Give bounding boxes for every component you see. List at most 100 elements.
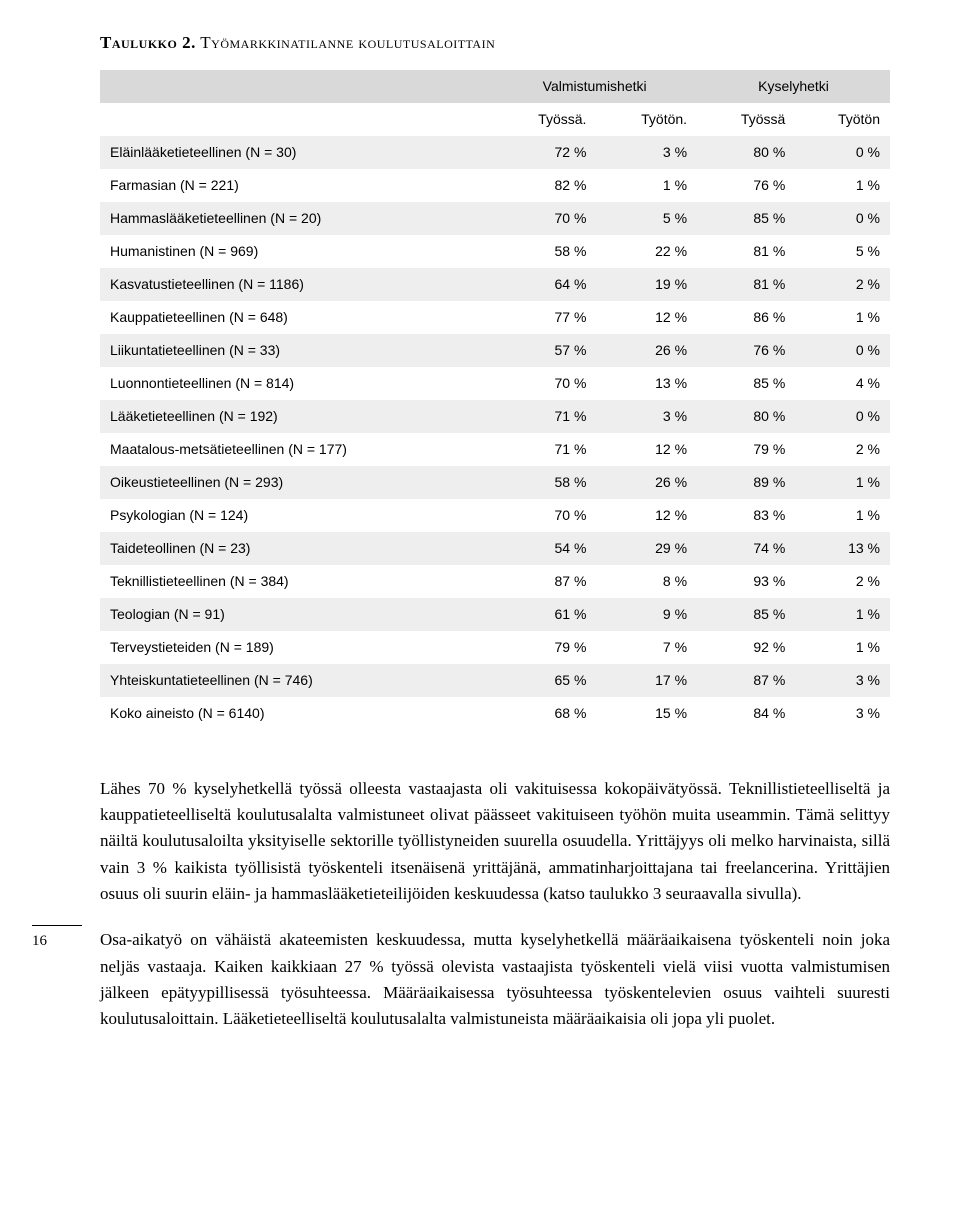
- row-cell: 1 %: [795, 301, 890, 334]
- row-cell: 76 %: [697, 169, 795, 202]
- table-row: Maatalous-metsätieteellinen (N = 177)71 …: [100, 433, 890, 466]
- row-cell: 92 %: [697, 631, 795, 664]
- row-cell: 4 %: [795, 367, 890, 400]
- row-label: Humanistinen (N = 969): [100, 235, 492, 268]
- row-cell: 81 %: [697, 235, 795, 268]
- row-label: Oikeustieteellinen (N = 293): [100, 466, 492, 499]
- header-group-1: Valmistumishetki: [492, 70, 697, 103]
- paragraph-1: Lähes 70 % kyselyhetkellä työssä olleest…: [100, 776, 890, 908]
- table-row: Terveystieteiden (N = 189)79 %7 %92 %1 %: [100, 631, 890, 664]
- row-cell: 0 %: [795, 202, 890, 235]
- row-cell: 86 %: [697, 301, 795, 334]
- caption-text: Työmarkkinatilanne koulutusaloittain: [196, 33, 495, 52]
- row-cell: 9 %: [596, 598, 697, 631]
- table-row: Oikeustieteellinen (N = 293)58 %26 %89 %…: [100, 466, 890, 499]
- row-label: Koko aineisto (N = 6140): [100, 697, 492, 730]
- table-row: Kauppatieteellinen (N = 648)77 %12 %86 %…: [100, 301, 890, 334]
- body-text: Lähes 70 % kyselyhetkellä työssä olleest…: [100, 776, 890, 1051]
- table-row: Hammaslääketieteellinen (N = 20)70 %5 %8…: [100, 202, 890, 235]
- row-cell: 1 %: [795, 169, 890, 202]
- row-cell: 81 %: [697, 268, 795, 301]
- row-cell: 12 %: [596, 301, 697, 334]
- row-cell: 12 %: [596, 433, 697, 466]
- row-cell: 29 %: [596, 532, 697, 565]
- row-label: Yhteiskuntatieteellinen (N = 746): [100, 664, 492, 697]
- row-cell: 3 %: [795, 697, 890, 730]
- row-cell: 76 %: [697, 334, 795, 367]
- table-row: Liikuntatieteellinen (N = 33)57 %26 %76 …: [100, 334, 890, 367]
- caption-number: Taulukko 2.: [100, 33, 196, 52]
- table-body: Eläinlääketieteellinen (N = 30)72 %3 %80…: [100, 136, 890, 730]
- row-cell: 70 %: [492, 367, 596, 400]
- table-row: Koko aineisto (N = 6140)68 %15 %84 %3 %: [100, 697, 890, 730]
- row-cell: 61 %: [492, 598, 596, 631]
- row-cell: 3 %: [596, 136, 697, 169]
- table-row: Lääketieteellinen (N = 192)71 %3 %80 %0 …: [100, 400, 890, 433]
- row-label: Teknillistieteellinen (N = 384): [100, 565, 492, 598]
- header-empty: [100, 70, 492, 103]
- row-cell: 22 %: [596, 235, 697, 268]
- row-cell: 2 %: [795, 268, 890, 301]
- row-cell: 1 %: [795, 631, 890, 664]
- row-label: Terveystieteiden (N = 189): [100, 631, 492, 664]
- row-cell: 1 %: [795, 466, 890, 499]
- row-cell: 87 %: [492, 565, 596, 598]
- subheader-3: Työssä: [697, 103, 795, 136]
- row-cell: 85 %: [697, 598, 795, 631]
- row-cell: 71 %: [492, 400, 596, 433]
- row-cell: 68 %: [492, 697, 596, 730]
- row-cell: 12 %: [596, 499, 697, 532]
- row-cell: 7 %: [596, 631, 697, 664]
- row-cell: 93 %: [697, 565, 795, 598]
- row-cell: 1 %: [596, 169, 697, 202]
- row-cell: 74 %: [697, 532, 795, 565]
- table-row: Luonnontieteellinen (N = 814)70 %13 %85 …: [100, 367, 890, 400]
- row-cell: 70 %: [492, 202, 596, 235]
- row-cell: 80 %: [697, 400, 795, 433]
- row-cell: 13 %: [596, 367, 697, 400]
- row-label: Luonnontieteellinen (N = 814): [100, 367, 492, 400]
- table-row: Farmasian (N = 221)82 %1 %76 %1 %: [100, 169, 890, 202]
- row-cell: 83 %: [697, 499, 795, 532]
- row-cell: 17 %: [596, 664, 697, 697]
- row-label: Kasvatustieteellinen (N = 1186): [100, 268, 492, 301]
- row-label: Taideteollinen (N = 23): [100, 532, 492, 565]
- table-row: Yhteiskuntatieteellinen (N = 746)65 %17 …: [100, 664, 890, 697]
- header-group-2: Kyselyhetki: [697, 70, 890, 103]
- subheader-4: Työtön: [795, 103, 890, 136]
- table-header-group-row: Valmistumishetki Kyselyhetki: [100, 70, 890, 103]
- row-cell: 89 %: [697, 466, 795, 499]
- row-cell: 72 %: [492, 136, 596, 169]
- page-number: 16: [32, 925, 82, 953]
- row-cell: 0 %: [795, 400, 890, 433]
- row-cell: 85 %: [697, 367, 795, 400]
- row-label: Lääketieteellinen (N = 192): [100, 400, 492, 433]
- row-label: Kauppatieteellinen (N = 648): [100, 301, 492, 334]
- table-row: Teologian (N = 91)61 %9 %85 %1 %: [100, 598, 890, 631]
- row-label: Farmasian (N = 221): [100, 169, 492, 202]
- row-label: Psykologian (N = 124): [100, 499, 492, 532]
- row-cell: 54 %: [492, 532, 596, 565]
- row-cell: 3 %: [596, 400, 697, 433]
- table-row: Humanistinen (N = 969)58 %22 %81 %5 %: [100, 235, 890, 268]
- page-num-paragraph-wrap: 16 Osa-aikatyö on vähäistä akateemisten …: [100, 925, 890, 1050]
- row-cell: 58 %: [492, 466, 596, 499]
- data-table: Valmistumishetki Kyselyhetki Työssä. Työ…: [100, 70, 890, 730]
- table-row: Teknillistieteellinen (N = 384)87 %8 %93…: [100, 565, 890, 598]
- row-label: Maatalous-metsätieteellinen (N = 177): [100, 433, 492, 466]
- row-cell: 0 %: [795, 334, 890, 367]
- row-cell: 70 %: [492, 499, 596, 532]
- row-cell: 19 %: [596, 268, 697, 301]
- subheader-1: Työssä.: [492, 103, 596, 136]
- row-cell: 58 %: [492, 235, 596, 268]
- row-cell: 71 %: [492, 433, 596, 466]
- row-cell: 79 %: [697, 433, 795, 466]
- row-cell: 80 %: [697, 136, 795, 169]
- row-cell: 5 %: [596, 202, 697, 235]
- row-cell: 77 %: [492, 301, 596, 334]
- row-label: Hammaslääketieteellinen (N = 20): [100, 202, 492, 235]
- row-cell: 2 %: [795, 565, 890, 598]
- table-row: Psykologian (N = 124)70 %12 %83 %1 %: [100, 499, 890, 532]
- row-cell: 26 %: [596, 466, 697, 499]
- table-row: Kasvatustieteellinen (N = 1186)64 %19 %8…: [100, 268, 890, 301]
